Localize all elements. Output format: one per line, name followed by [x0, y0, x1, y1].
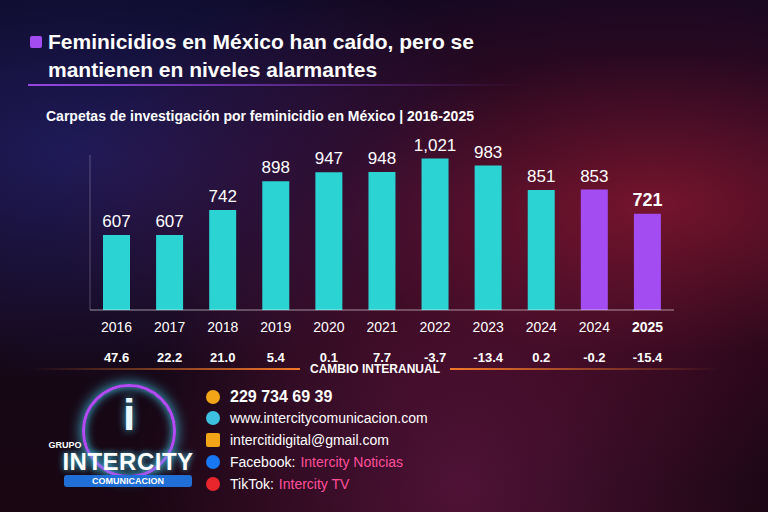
html-text:intercitidigital@gmail.com: intercitidigital@gmail.com [230, 432, 389, 448]
svg-text:853: 853 [580, 167, 608, 186]
svg-text:0.2: 0.2 [532, 350, 550, 365]
svg-text:2024: 2024 [526, 319, 557, 335]
svg-text:2024: 2024 [579, 319, 610, 335]
svg-text:-13.4: -13.4 [473, 350, 503, 365]
svg-text:983: 983 [474, 143, 502, 162]
html-text:COMUNICACION: COMUNICACION [92, 476, 164, 486]
html-text:www.intercitycomunicacion.com: www.intercitycomunicacion.com [230, 410, 428, 426]
html-text:Feminicidios en México han caí: Feminicidios en México han caído, pero s… [48, 30, 474, 81]
svg-text:742: 742 [208, 187, 236, 206]
svg-text:-15.4: -15.4 [633, 350, 663, 365]
html-text:229 734 69 39: 229 734 69 39 [230, 388, 333, 405]
svg-text:22.2: 22.2 [157, 350, 182, 365]
svg-text:2018: 2018 [207, 319, 238, 335]
html-text:INTERCITY: INTERCITY [62, 448, 194, 475]
svg-text:2019: 2019 [260, 319, 291, 335]
svg-text:2025: 2025 [632, 319, 663, 335]
svg-text:2021: 2021 [366, 319, 397, 335]
svg-text:607: 607 [155, 212, 183, 231]
svg-text:1,021: 1,021 [414, 136, 457, 155]
svg-text:851: 851 [527, 167, 555, 186]
svg-text:721: 721 [632, 190, 662, 210]
svg-text:7.7: 7.7 [373, 350, 391, 365]
svg-text:2023: 2023 [473, 319, 504, 335]
html-text:CAMBIO INTERANUAL: CAMBIO INTERANUAL [310, 362, 440, 376]
svg-text:898: 898 [262, 158, 290, 177]
svg-text:0.1: 0.1 [319, 350, 338, 365]
svg-text:2022: 2022 [420, 319, 451, 335]
html-text:Facebook: Intercity Noticias: Facebook: Intercity Noticias [230, 454, 404, 470]
svg-text:947: 947 [315, 149, 343, 168]
html-text:Carpetas de investigación por: Carpetas de investigación por feminicidi… [46, 108, 474, 124]
svg-text:47.6: 47.6 [104, 350, 129, 365]
svg-text:-0.2: -0.2 [583, 350, 605, 365]
svg-text:2017: 2017 [154, 319, 185, 335]
html-text:TikTok: Intercity TV: TikTok: Intercity TV [230, 476, 350, 492]
svg-text:2020: 2020 [313, 319, 344, 335]
svg-text:607: 607 [102, 212, 130, 231]
svg-text:5.4: 5.4 [267, 350, 286, 365]
html-text:GRUPO: GRUPO [48, 440, 82, 450]
html-text:i: i [122, 390, 136, 439]
svg-text:948: 948 [368, 149, 396, 168]
svg-text:2016: 2016 [101, 319, 132, 335]
svg-text:-3.7: -3.7 [423, 350, 447, 365]
svg-text:21.0: 21.0 [210, 350, 235, 365]
